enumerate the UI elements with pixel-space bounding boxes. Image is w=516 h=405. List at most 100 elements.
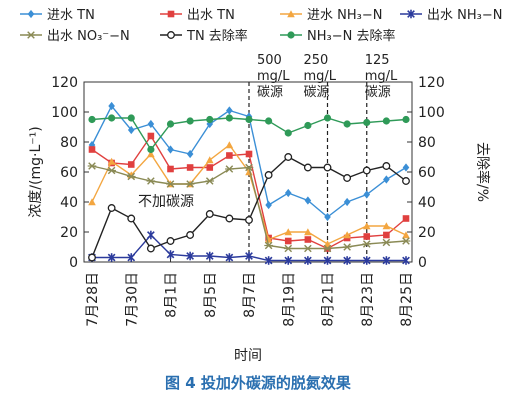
- y-right-tick-label: 100: [418, 105, 445, 121]
- y-right-tick-label: 60: [418, 165, 436, 181]
- annotation-125mgl: 125: [365, 53, 390, 68]
- y-left-tick-label: 80: [60, 135, 78, 151]
- series-6-point: [303, 163, 312, 172]
- series-1-point: [383, 175, 390, 184]
- series-3-point: [323, 240, 332, 248]
- series-2-point: [304, 236, 312, 243]
- x-tick-label: 8月1日: [164, 272, 180, 318]
- series-1-point: [304, 196, 312, 205]
- series-7-point: [206, 115, 214, 124]
- series-5-point: [225, 165, 234, 173]
- series-2-point: [147, 132, 155, 140]
- series-6-point: [127, 214, 136, 223]
- series-1-point: [127, 125, 135, 135]
- series-2-point: [363, 233, 371, 240]
- series-4-point: [205, 251, 214, 261]
- series-3-point: [225, 141, 234, 149]
- series-4-point: [186, 251, 194, 261]
- legend-label-5: 出水 NO₃⁻−N: [47, 29, 130, 44]
- series-2-point: [402, 215, 410, 222]
- series-1-point: [363, 190, 371, 199]
- x-tick-label: 8月5日: [203, 272, 219, 318]
- series-5-point: [185, 180, 195, 188]
- annotation-no-carbon: 不加碳源: [138, 194, 194, 210]
- series-5-point: [107, 166, 116, 175]
- annotation-500mgl: mg/L: [257, 69, 290, 84]
- series-6-point: [107, 204, 116, 212]
- series-4-point: [284, 256, 293, 265]
- series-4-point: [264, 256, 273, 265]
- series-3-point: [205, 156, 214, 164]
- series-5-point: [126, 172, 136, 181]
- x-tick-label: 7月28日: [85, 272, 101, 327]
- series-4-point: [225, 253, 234, 262]
- series-3-point: [382, 222, 391, 230]
- x-tick-label: 7月30日: [124, 272, 140, 327]
- annotation-125mgl: mg/L: [365, 69, 398, 84]
- series-6-point: [362, 166, 371, 175]
- series-5-point: [362, 240, 372, 248]
- series-5-point: [303, 244, 313, 253]
- y-right-tick-label: 40: [418, 195, 436, 211]
- series-4-point: [304, 256, 312, 265]
- series-6-point: [382, 162, 391, 170]
- series-4-point: [107, 253, 116, 262]
- legend-label-4: 出水 NH₃−N: [427, 8, 502, 23]
- series-5-point: [342, 243, 352, 251]
- series-7-point: [284, 129, 292, 137]
- legend-marker-6: [167, 31, 175, 39]
- legend-marker-4: [407, 9, 415, 19]
- series-5-point: [382, 238, 391, 247]
- series-1-point: [167, 145, 174, 154]
- series-2-point: [127, 161, 135, 168]
- series-5-point: [87, 162, 97, 170]
- series-6-point: [343, 174, 352, 182]
- series-5-point: [205, 177, 215, 185]
- series-7-point: [147, 145, 155, 154]
- legend-marker-7: [287, 31, 295, 39]
- series-6-point: [225, 214, 234, 223]
- series-6-point: [186, 231, 195, 239]
- series-7-point: [127, 114, 135, 122]
- y-left-tick-label: 60: [60, 165, 78, 181]
- series-1-point: [226, 106, 233, 115]
- series-1-point: [343, 197, 351, 207]
- series-1-point: [402, 163, 410, 172]
- series-7-point: [363, 118, 371, 127]
- series-4-point: [166, 250, 175, 259]
- y-left-tick-label: 120: [51, 75, 78, 91]
- series-1-point: [324, 212, 331, 222]
- series-2-point: [383, 231, 390, 239]
- x-tick-label: 8月21日: [321, 272, 337, 327]
- series-7-point: [304, 121, 312, 130]
- series-4-point: [147, 230, 155, 240]
- series-5-point: [283, 244, 293, 253]
- series-4-point: [362, 256, 371, 265]
- series-2-point: [226, 152, 233, 159]
- x-tick-label: 8月23日: [360, 272, 376, 327]
- series-7-point: [88, 115, 96, 124]
- series-6-point: [205, 210, 214, 218]
- series-6-point: [323, 163, 332, 172]
- y-right-tick-label: 120: [418, 75, 445, 91]
- y-left-tick-label: 0: [69, 255, 78, 271]
- series-6-point: [245, 216, 253, 224]
- series-7-point: [323, 114, 332, 122]
- series-1-point: [108, 101, 115, 111]
- series-1-point: [284, 188, 292, 198]
- annotation-125mgl: 碳源: [365, 85, 391, 100]
- y-left-tick-label: 20: [60, 225, 78, 241]
- series-7-point: [245, 115, 253, 124]
- series-6-point: [284, 153, 293, 161]
- series-4-point: [245, 251, 253, 261]
- series-3-point: [402, 231, 410, 239]
- series-2-point: [245, 150, 253, 158]
- legend-label-3: 进水 NH₃−N: [307, 8, 382, 23]
- series-7-point: [265, 117, 273, 125]
- legend-label-6: TN 去除率: [186, 28, 248, 44]
- series-5-point: [146, 177, 156, 185]
- series-5-point: [166, 180, 175, 188]
- series-6-point: [146, 244, 155, 253]
- series-3-point: [304, 228, 312, 236]
- y-left-axis-label: 浓度/(mg·L⁻¹): [28, 126, 44, 217]
